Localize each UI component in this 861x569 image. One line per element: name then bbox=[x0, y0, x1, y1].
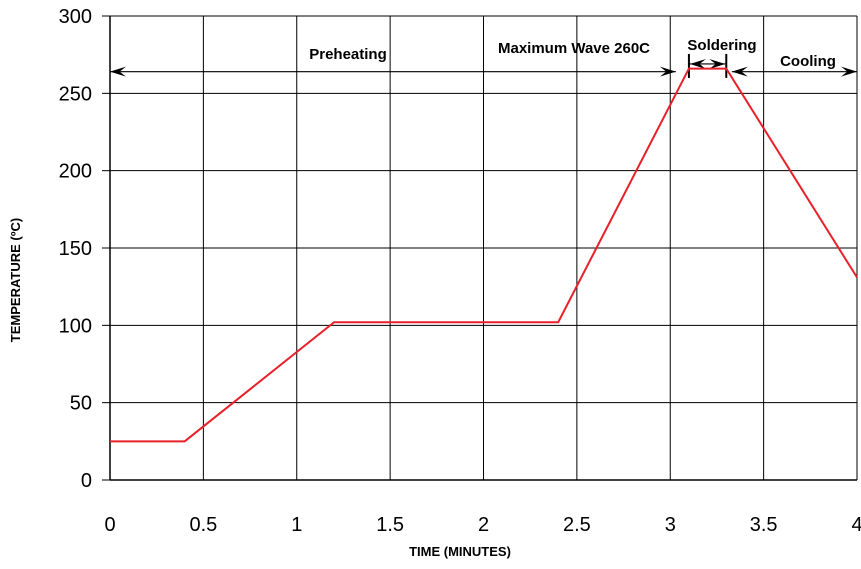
x-axis-title: TIME (MINUTES) bbox=[409, 544, 511, 559]
annotation-preheating: Preheating bbox=[309, 46, 387, 63]
x-tick-label: 1.5 bbox=[376, 514, 404, 536]
y-tick-label: 150 bbox=[59, 238, 92, 260]
annotation-arrows bbox=[110, 53, 857, 78]
y-tick-label: 300 bbox=[59, 6, 92, 28]
annotation-cooling: Cooling bbox=[780, 53, 836, 70]
arrow-cooling-left-head bbox=[731, 66, 748, 77]
arrow-soldering-left-head bbox=[689, 58, 706, 69]
x-tick-label: 2 bbox=[478, 514, 489, 536]
annotation-soldering: Soldering bbox=[687, 37, 756, 54]
annotation-maximum-wave: Maximum Wave 260C bbox=[498, 40, 650, 57]
arrow-preheating-left-head bbox=[110, 66, 126, 77]
arrow-cooling-right-head bbox=[841, 66, 857, 77]
y-tick-label: 0 bbox=[81, 470, 92, 492]
y-axis-title: TEMPERATURE (ºC) bbox=[8, 218, 23, 342]
x-tick-label: 0 bbox=[104, 514, 115, 536]
series bbox=[110, 67, 858, 443]
temperature-profile-line bbox=[110, 67, 858, 443]
y-tick-label: 50 bbox=[70, 393, 92, 415]
y-tick-label: 200 bbox=[59, 161, 92, 183]
tick-labels: 0 0.5 1 1.5 2 2.5 3 3.5 4 0 50 100 150 200 250 300 bbox=[59, 6, 861, 536]
x-tick-label: 3 bbox=[665, 514, 676, 536]
x-tick-label: 3.5 bbox=[750, 514, 778, 536]
y-tick-label: 100 bbox=[59, 315, 92, 337]
arrow-preheating-right-head bbox=[659, 66, 676, 77]
x-tick-label: 2.5 bbox=[563, 514, 591, 536]
y-tick-label: 250 bbox=[59, 83, 92, 105]
arrow-soldering-right-head bbox=[709, 58, 726, 69]
axes bbox=[102, 15, 857, 481]
x-tick-label: 1 bbox=[291, 514, 302, 536]
x-tick-label: 4 bbox=[851, 514, 861, 536]
x-tick-label: 0.5 bbox=[189, 514, 217, 536]
